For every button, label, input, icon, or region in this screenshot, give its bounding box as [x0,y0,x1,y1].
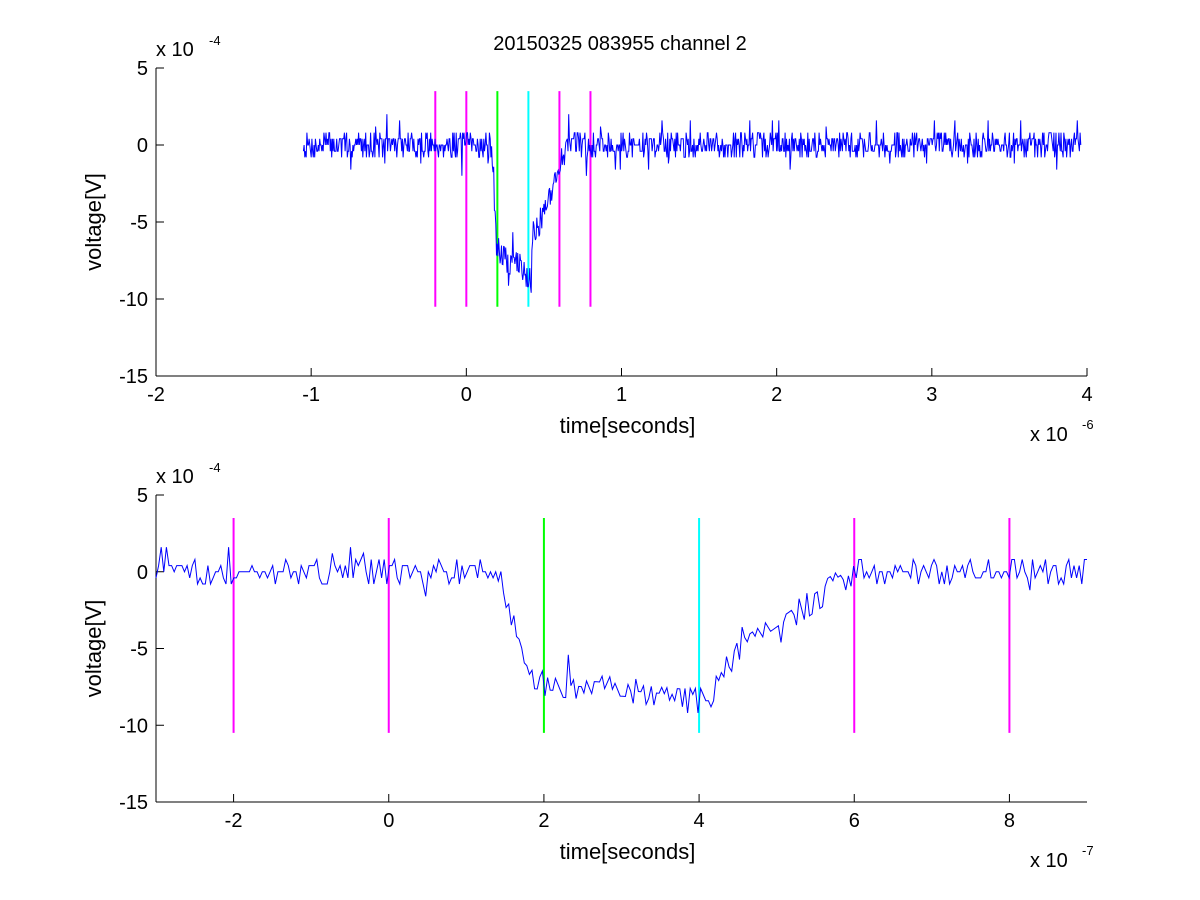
x-axis-label: time[seconds] [560,839,696,864]
x-tick-label: 0 [383,810,394,832]
y-multiplier-exponent: -4 [209,460,221,475]
x-multiplier-exponent: -7 [1082,843,1094,858]
x-multiplier-label: x 10 [1030,424,1068,446]
y-axis-label: voltage[V] [81,173,106,271]
y-tick-label: -10 [119,715,148,737]
y-tick-label: 5 [137,485,148,507]
y-tick-label: 0 [137,562,148,584]
x-tick-label: 1 [616,384,627,406]
x-tick-label: 3 [926,384,937,406]
x-tick-label: 8 [1004,810,1015,832]
y-tick-label: -15 [119,366,148,388]
bottom-axes: -2 0 2 4 6 8 -15 -10 -5 0 5 time[seconds] voltage[V]… [81,460,1094,872]
y-axis-label: voltage[V] [81,600,106,698]
x-tick-label: 6 [849,810,860,832]
x-tick-label: 2 [538,810,549,832]
y-tick-label: -5 [130,639,148,661]
x-tick-label: 4 [694,810,705,832]
signal-series-line [155,547,1087,714]
x-tick-label: 2 [771,384,782,406]
y-tick-label: 5 [137,58,148,80]
y-tick-label: -15 [119,792,148,814]
x-multiplier-label: x 10 [1030,850,1068,872]
signal-series-line [302,114,1082,293]
x-tick-label: 4 [1081,384,1092,406]
x-tick-label: 0 [461,384,472,406]
x-tick-label: -2 [147,384,165,406]
figure-title: 20150325 083955 channel 2 [493,33,747,55]
y-tick-label: 0 [137,135,148,157]
x-tick-label: -2 [225,810,243,832]
top-axes: -2 -1 0 1 2 3 4-15-10-505time[seconds]voltage[… [81,33,1094,446]
y-tick-label: -10 [119,289,148,311]
y-multiplier-label: x 10 [156,39,194,61]
x-tick-label: -1 [302,384,320,406]
x-multiplier-exponent: -6 [1082,417,1094,432]
y-multiplier-exponent: -4 [209,33,221,48]
x-axis-label: time[seconds] [560,413,696,438]
y-multiplier-label: x 10 [156,466,194,488]
y-tick-label: -5 [130,212,148,234]
